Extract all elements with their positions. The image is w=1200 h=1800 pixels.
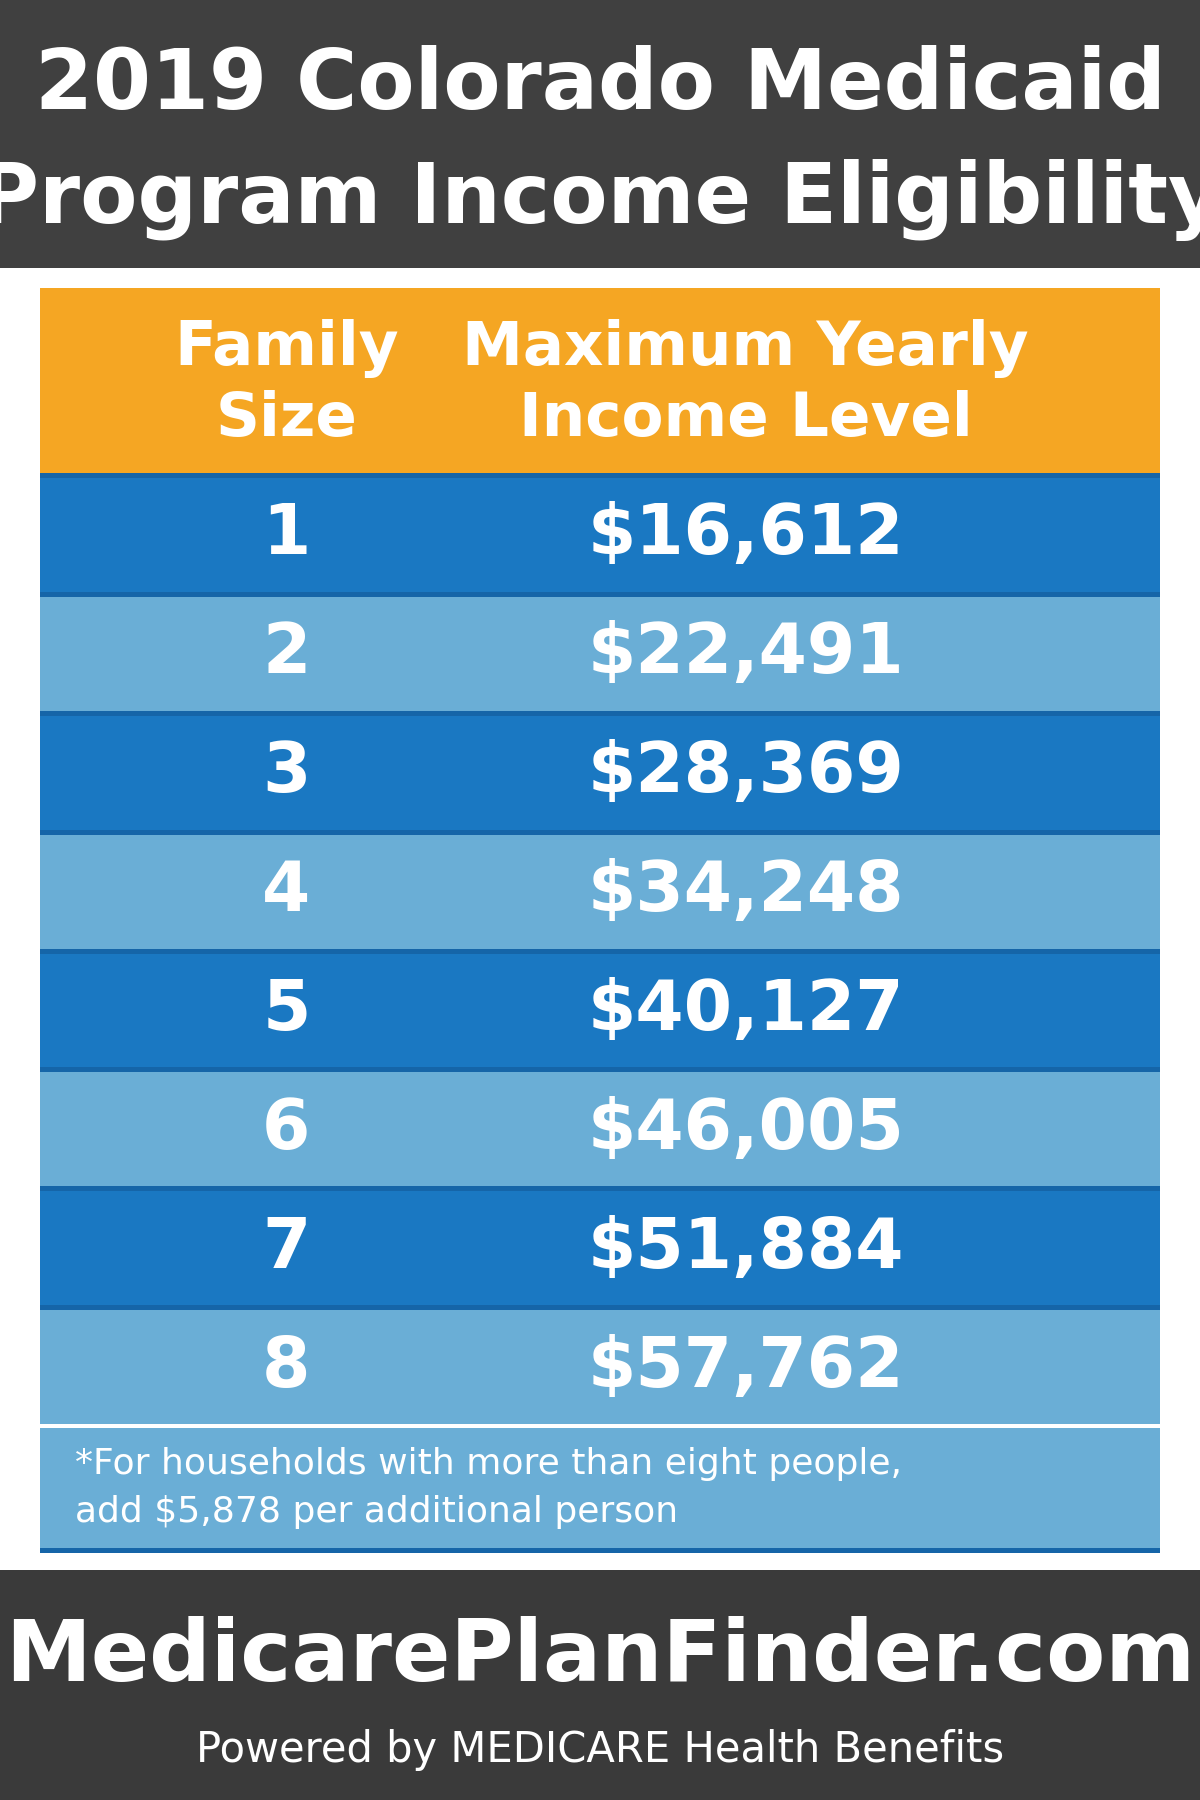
Bar xyxy=(40,949,1160,954)
Text: 4: 4 xyxy=(263,859,311,925)
Bar xyxy=(40,1067,1160,1073)
Text: MedicarePlanFinder.com: MedicarePlanFinder.com xyxy=(5,1616,1195,1699)
Bar xyxy=(40,711,1160,716)
Text: 1: 1 xyxy=(263,502,311,569)
Text: Program Income Eligibility: Program Income Eligibility xyxy=(0,158,1200,241)
Bar xyxy=(40,1192,1160,1305)
Bar xyxy=(40,598,1160,711)
Bar xyxy=(0,1570,1200,1800)
Bar xyxy=(40,1310,1160,1424)
Text: $22,491: $22,491 xyxy=(587,621,904,688)
Text: $46,005: $46,005 xyxy=(587,1096,904,1163)
Text: $28,369: $28,369 xyxy=(587,740,904,806)
Bar xyxy=(40,835,1160,949)
Bar xyxy=(40,288,1160,295)
Bar xyxy=(40,592,1160,598)
Bar xyxy=(40,1427,1160,1548)
Text: 2: 2 xyxy=(263,621,311,688)
Bar xyxy=(0,0,1200,268)
Bar xyxy=(40,473,1160,479)
Text: Maximum Yearly
Income Level: Maximum Yearly Income Level xyxy=(462,319,1028,448)
Text: Family
Size: Family Size xyxy=(174,319,398,448)
Text: 6: 6 xyxy=(263,1096,311,1163)
Bar xyxy=(40,1548,1160,1553)
Bar xyxy=(0,268,1200,1570)
Text: $34,248: $34,248 xyxy=(587,859,904,925)
Text: $51,884: $51,884 xyxy=(587,1215,904,1282)
Text: 5: 5 xyxy=(263,977,311,1044)
Text: $40,127: $40,127 xyxy=(587,977,904,1044)
Bar xyxy=(40,295,1160,473)
Bar xyxy=(40,830,1160,835)
Bar xyxy=(40,954,1160,1067)
Text: 7: 7 xyxy=(263,1215,311,1282)
Bar xyxy=(40,716,1160,830)
Text: 8: 8 xyxy=(263,1334,311,1400)
Bar xyxy=(40,1186,1160,1192)
Text: Powered by MEDICARE Health Benefits: Powered by MEDICARE Health Benefits xyxy=(196,1730,1004,1771)
Text: $16,612: $16,612 xyxy=(587,502,904,569)
Bar xyxy=(40,1305,1160,1310)
Text: 2019 Colorado Medicaid: 2019 Colorado Medicaid xyxy=(35,45,1165,126)
Text: *For households with more than eight people,
add $5,878 per additional person: *For households with more than eight peo… xyxy=(74,1447,902,1528)
Bar xyxy=(40,479,1160,592)
Text: $57,762: $57,762 xyxy=(587,1334,904,1400)
Text: 3: 3 xyxy=(263,740,311,806)
Bar xyxy=(40,1073,1160,1186)
